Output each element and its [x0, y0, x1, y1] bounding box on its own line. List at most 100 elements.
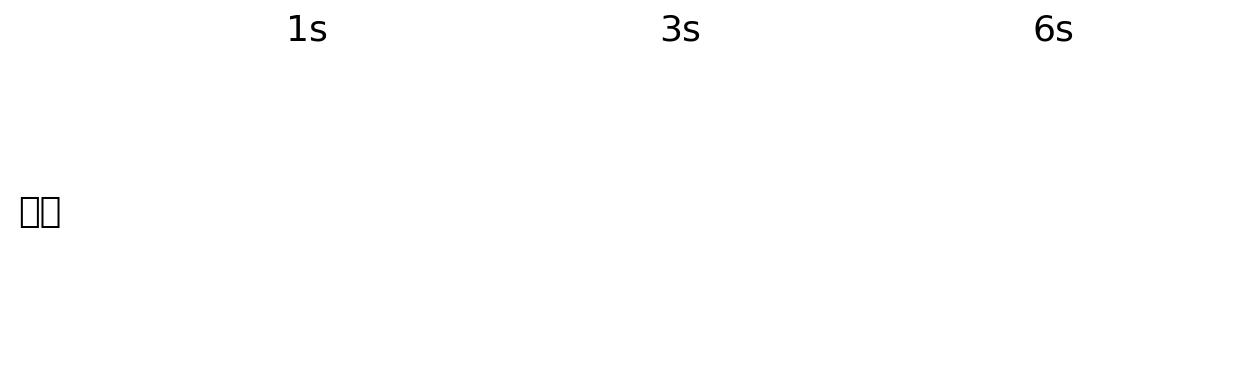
Ellipse shape: [939, 260, 951, 284]
Ellipse shape: [895, 331, 914, 351]
Ellipse shape: [1162, 335, 1172, 344]
Ellipse shape: [1016, 177, 1035, 184]
Ellipse shape: [1203, 333, 1215, 340]
Ellipse shape: [936, 147, 946, 154]
Ellipse shape: [1029, 79, 1042, 85]
Ellipse shape: [908, 127, 920, 138]
Ellipse shape: [1153, 344, 1167, 364]
Ellipse shape: [1168, 328, 1178, 342]
Ellipse shape: [904, 213, 921, 223]
Ellipse shape: [980, 332, 1009, 339]
Ellipse shape: [1143, 64, 1157, 73]
Ellipse shape: [975, 185, 985, 193]
Ellipse shape: [1049, 328, 1060, 340]
Ellipse shape: [934, 136, 957, 152]
Ellipse shape: [1199, 217, 1221, 233]
Ellipse shape: [1079, 314, 1091, 324]
Ellipse shape: [946, 328, 954, 331]
Ellipse shape: [994, 167, 999, 173]
Ellipse shape: [1125, 343, 1142, 359]
Ellipse shape: [1096, 85, 1106, 92]
Ellipse shape: [1176, 315, 1195, 328]
Ellipse shape: [1029, 277, 1040, 298]
Text: 3s: 3s: [660, 13, 701, 47]
Ellipse shape: [962, 270, 973, 284]
Ellipse shape: [1071, 103, 1084, 112]
Ellipse shape: [940, 216, 949, 243]
Circle shape: [743, 158, 755, 168]
Ellipse shape: [930, 217, 945, 228]
Ellipse shape: [890, 168, 903, 180]
Ellipse shape: [1211, 140, 1219, 146]
Ellipse shape: [899, 266, 924, 277]
Ellipse shape: [1018, 84, 1029, 94]
Ellipse shape: [1131, 84, 1149, 92]
Ellipse shape: [1071, 326, 1078, 332]
Circle shape: [728, 135, 732, 138]
Ellipse shape: [1189, 66, 1205, 71]
Ellipse shape: [1058, 298, 1081, 312]
Ellipse shape: [1133, 75, 1140, 79]
Ellipse shape: [1058, 166, 1068, 173]
Ellipse shape: [1044, 333, 1059, 344]
Ellipse shape: [901, 109, 910, 118]
Ellipse shape: [1195, 210, 1208, 216]
Ellipse shape: [960, 72, 968, 90]
Circle shape: [744, 128, 755, 137]
Ellipse shape: [1117, 86, 1132, 96]
Ellipse shape: [1089, 297, 1095, 311]
Ellipse shape: [1187, 85, 1194, 92]
Ellipse shape: [924, 290, 929, 306]
Ellipse shape: [961, 113, 967, 118]
Ellipse shape: [1173, 116, 1187, 136]
Text: 在体: 在体: [19, 195, 61, 229]
Ellipse shape: [998, 122, 1006, 144]
Ellipse shape: [1075, 302, 1092, 317]
Ellipse shape: [939, 334, 954, 342]
Ellipse shape: [901, 109, 923, 119]
Ellipse shape: [1187, 86, 1195, 91]
Ellipse shape: [981, 324, 999, 348]
Ellipse shape: [1021, 77, 1028, 84]
Ellipse shape: [1099, 294, 1110, 318]
Ellipse shape: [1074, 72, 1089, 82]
Ellipse shape: [1128, 334, 1146, 357]
Ellipse shape: [900, 228, 908, 235]
Ellipse shape: [1180, 220, 1188, 228]
Ellipse shape: [1050, 104, 1059, 112]
Ellipse shape: [925, 135, 934, 142]
Ellipse shape: [982, 270, 997, 297]
Ellipse shape: [1097, 177, 1104, 183]
Circle shape: [765, 119, 781, 132]
Ellipse shape: [1115, 279, 1138, 300]
Ellipse shape: [1055, 146, 1063, 158]
Ellipse shape: [1203, 163, 1214, 173]
Ellipse shape: [1163, 179, 1172, 189]
Ellipse shape: [1081, 309, 1111, 324]
Ellipse shape: [900, 65, 915, 70]
Ellipse shape: [898, 96, 905, 109]
Ellipse shape: [980, 241, 1006, 255]
Ellipse shape: [919, 286, 932, 311]
Ellipse shape: [1030, 65, 1039, 74]
Ellipse shape: [996, 131, 1002, 150]
Ellipse shape: [1169, 187, 1183, 205]
Circle shape: [756, 119, 761, 123]
Ellipse shape: [1151, 281, 1183, 296]
Ellipse shape: [987, 68, 997, 76]
Ellipse shape: [1178, 223, 1188, 238]
Circle shape: [737, 168, 742, 171]
Ellipse shape: [1084, 199, 1096, 208]
Ellipse shape: [1035, 108, 1049, 112]
Ellipse shape: [996, 110, 1002, 115]
Ellipse shape: [1004, 59, 1013, 71]
Circle shape: [738, 141, 751, 152]
Ellipse shape: [965, 261, 977, 270]
Ellipse shape: [1158, 205, 1169, 214]
Ellipse shape: [901, 84, 911, 98]
Ellipse shape: [1115, 278, 1125, 301]
Ellipse shape: [978, 314, 988, 322]
Ellipse shape: [1114, 185, 1122, 194]
Ellipse shape: [1086, 310, 1112, 324]
Ellipse shape: [975, 109, 986, 121]
